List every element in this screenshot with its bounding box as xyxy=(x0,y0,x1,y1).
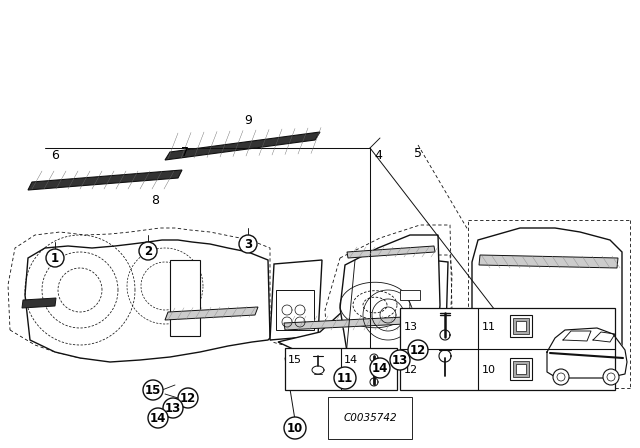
Text: 10: 10 xyxy=(287,422,303,435)
Circle shape xyxy=(148,408,168,428)
Text: 13: 13 xyxy=(404,322,418,332)
Text: 13: 13 xyxy=(165,401,181,414)
Text: 11: 11 xyxy=(482,322,496,332)
Circle shape xyxy=(603,369,619,385)
Text: 12: 12 xyxy=(404,365,418,375)
Circle shape xyxy=(370,358,390,378)
Text: 4: 4 xyxy=(374,148,382,161)
Text: 12: 12 xyxy=(410,344,426,357)
Circle shape xyxy=(553,369,569,385)
Polygon shape xyxy=(165,307,258,320)
Text: 15: 15 xyxy=(145,383,161,396)
Circle shape xyxy=(390,350,410,370)
Polygon shape xyxy=(472,228,622,375)
Bar xyxy=(513,361,529,377)
Text: 12: 12 xyxy=(180,392,196,405)
Polygon shape xyxy=(278,260,448,360)
Polygon shape xyxy=(347,246,435,258)
Circle shape xyxy=(143,380,163,400)
Circle shape xyxy=(46,249,64,267)
Bar xyxy=(516,321,526,331)
Bar xyxy=(513,318,529,334)
Polygon shape xyxy=(170,260,200,336)
Polygon shape xyxy=(340,235,440,365)
Polygon shape xyxy=(270,260,322,340)
Bar xyxy=(400,308,615,390)
Circle shape xyxy=(557,373,565,381)
Text: 8: 8 xyxy=(151,194,159,207)
Text: 13: 13 xyxy=(392,353,408,366)
Bar xyxy=(510,315,532,337)
Text: 14: 14 xyxy=(344,355,358,365)
Polygon shape xyxy=(479,255,618,268)
Text: 10: 10 xyxy=(482,365,496,375)
Text: 7: 7 xyxy=(181,146,189,159)
Polygon shape xyxy=(400,290,420,300)
Circle shape xyxy=(178,388,198,408)
Text: 6: 6 xyxy=(51,148,59,161)
Circle shape xyxy=(284,417,306,439)
Text: 5: 5 xyxy=(414,146,422,159)
Circle shape xyxy=(607,373,615,381)
Polygon shape xyxy=(284,315,445,330)
Bar xyxy=(516,364,526,374)
Polygon shape xyxy=(25,240,270,362)
Text: 15: 15 xyxy=(288,355,302,365)
Polygon shape xyxy=(28,170,182,190)
Text: 2: 2 xyxy=(144,245,152,258)
Text: 1: 1 xyxy=(51,251,59,264)
Circle shape xyxy=(139,242,157,260)
Text: 14: 14 xyxy=(372,362,388,375)
Bar xyxy=(285,348,397,390)
Text: 14: 14 xyxy=(150,412,166,425)
Circle shape xyxy=(239,235,257,253)
Polygon shape xyxy=(22,298,56,308)
Circle shape xyxy=(334,367,356,389)
Text: 3: 3 xyxy=(244,237,252,250)
Circle shape xyxy=(408,340,428,360)
Circle shape xyxy=(163,398,183,418)
Polygon shape xyxy=(547,328,627,378)
Circle shape xyxy=(538,333,552,347)
Text: 9: 9 xyxy=(244,113,252,126)
Text: 11: 11 xyxy=(337,371,353,384)
Bar xyxy=(510,358,532,380)
Text: C0035742: C0035742 xyxy=(343,413,397,423)
Bar xyxy=(276,290,314,330)
Polygon shape xyxy=(165,132,320,160)
